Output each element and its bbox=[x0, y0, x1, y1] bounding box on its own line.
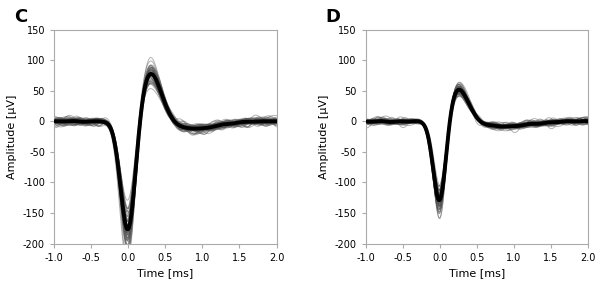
Y-axis label: Amplitude [μV]: Amplitude [μV] bbox=[7, 94, 17, 179]
X-axis label: Time [ms]: Time [ms] bbox=[137, 268, 193, 278]
Y-axis label: Amplitude [μV]: Amplitude [μV] bbox=[319, 94, 329, 179]
Text: D: D bbox=[325, 8, 340, 26]
X-axis label: Time [ms]: Time [ms] bbox=[449, 268, 505, 278]
Text: C: C bbox=[14, 8, 27, 26]
